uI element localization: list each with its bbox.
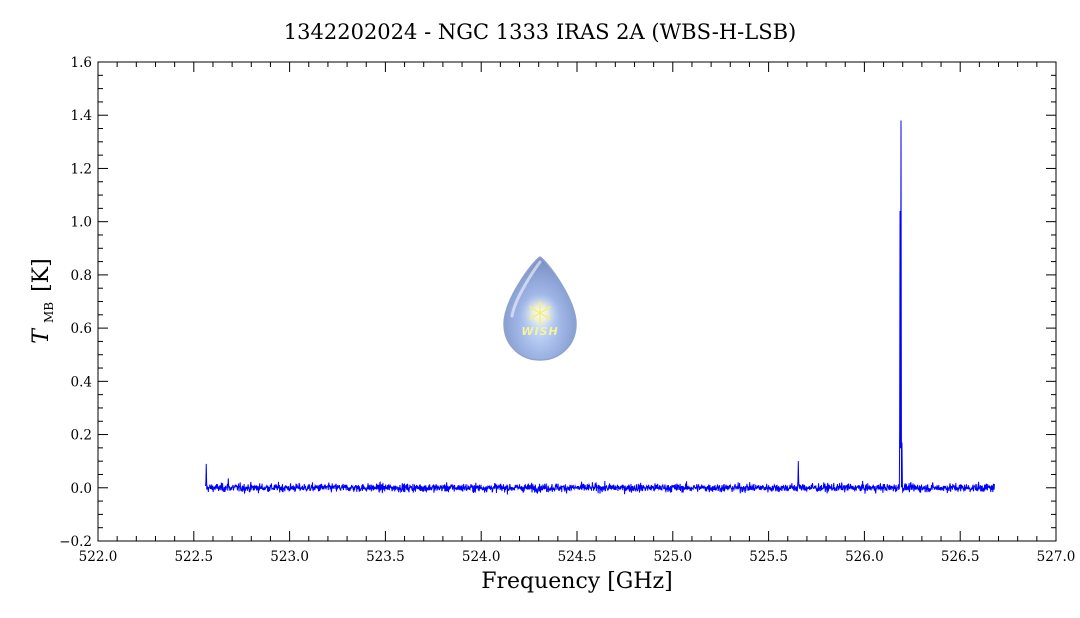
x-tick-label: 524.5 [558,549,597,565]
svg-text:T MB [K]: T MB [K] [29,258,57,343]
y-tick-label: 1.6 [71,55,92,71]
y-tick-labels: −0.2 0.0 0.2 0.4 0.6 0.8 1.0 1.2 1.4 1.6 [59,55,92,550]
y-tick-label: 1.0 [71,215,92,231]
x-tick-label: 523.5 [366,549,405,565]
x-tick-label: 523.0 [270,549,309,565]
wish-logo: WISH [503,256,577,361]
chart-title: 1342202024 - NGC 1333 IRAS 2A (WBS-H-LSB… [284,20,796,44]
y-axis-unit: [K] [29,258,54,292]
y-tick-label: 1.4 [71,108,92,124]
y-axis-label: T MB [K] [29,258,57,343]
y-tick-label: 0.8 [71,268,92,284]
x-tick-labels: 522.0 522.5 523.0 523.5 524.0 524.5 525.0 525.5… [79,549,1076,565]
x-axis-label: Frequency [GHz] [481,569,673,594]
x-tick-label: 526.0 [845,549,884,565]
x-tick-label: 522.0 [79,549,118,565]
series-layer [204,120,996,495]
spectrum-line [204,120,996,495]
x-tick-label: 525.0 [653,549,692,565]
plot-frame [97,61,1057,542]
y-tick-label: −0.2 [59,534,92,550]
y-tick-label: 0.6 [71,321,92,337]
x-tick-label: 524.0 [462,549,501,565]
y-tick-label: 0.2 [71,428,92,444]
y-axis-subscript: MB [42,302,56,323]
x-tick-label: 525.5 [749,549,788,565]
logo-text: WISH [521,325,558,338]
axes [97,61,1057,542]
x-tick-label: 522.5 [174,549,213,565]
x-tick-label: 526.5 [941,549,980,565]
y-tick-label: 1.2 [71,161,92,177]
y-tick-label: 0.4 [71,374,92,390]
x-tick-label: 527.0 [1037,549,1076,565]
y-tick-label: 0.0 [71,481,92,497]
y-axis-symbol: T [29,327,54,344]
